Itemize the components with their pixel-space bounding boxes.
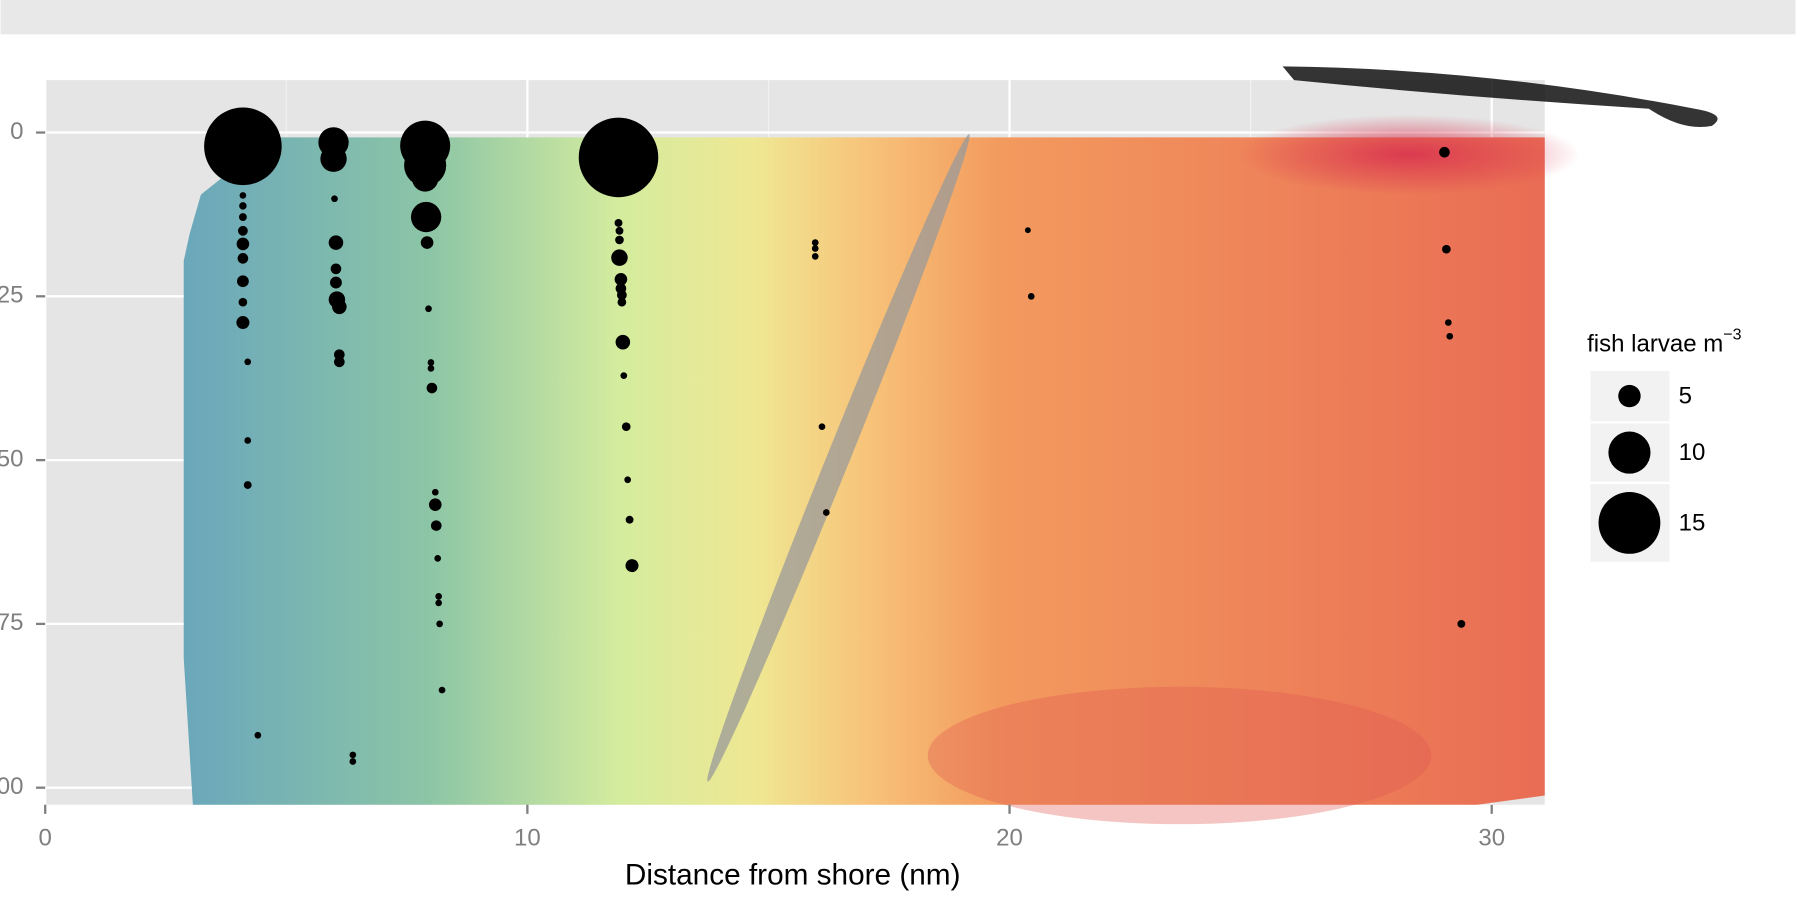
bubble — [239, 298, 248, 307]
chart: Distance from shore (nm) fish larvae m−3… — [0, 0, 1796, 894]
bubble — [349, 758, 356, 765]
heatmap-spot — [928, 687, 1432, 824]
bubble — [1028, 293, 1035, 300]
x-tick-label: 30 — [1478, 824, 1505, 851]
bubble — [431, 520, 442, 531]
bubble — [204, 108, 282, 186]
bubble — [331, 195, 338, 202]
bubble — [412, 165, 438, 191]
y-tick-label: 25 — [0, 282, 23, 309]
bubble — [1442, 245, 1451, 254]
bubble — [616, 227, 624, 235]
bubble — [615, 219, 623, 227]
bubble — [238, 226, 248, 236]
legend-title-sup: −3 — [1723, 326, 1741, 344]
bubble — [615, 236, 624, 245]
bubble — [349, 752, 356, 759]
bubble — [620, 372, 627, 379]
legend-title: fish larvae m−3 — [1587, 326, 1741, 358]
bubble — [239, 202, 246, 209]
x-axis-title: Distance from shore (nm) — [625, 859, 961, 892]
bubble — [237, 275, 249, 287]
page: Distance from shore (nm) fish larvae m−3… — [0, 0, 1796, 894]
bubble — [823, 509, 830, 516]
bubble — [435, 600, 442, 607]
bubble — [432, 489, 439, 496]
bubble — [428, 359, 435, 366]
bubble — [626, 559, 639, 572]
bubble — [439, 687, 446, 694]
bubble — [611, 249, 628, 266]
legend-symbol — [1608, 432, 1650, 474]
bubble — [238, 253, 249, 264]
bubble — [812, 239, 819, 246]
x-tick-label: 20 — [996, 824, 1023, 851]
bubble — [1439, 147, 1450, 158]
bubble — [244, 358, 251, 365]
bubble — [421, 236, 434, 249]
bubble — [236, 316, 249, 329]
bubble — [429, 498, 442, 511]
x-tick-label: 10 — [514, 824, 541, 851]
legend-symbol — [1618, 385, 1640, 407]
bubble — [626, 516, 634, 524]
legend-symbol — [1599, 492, 1661, 554]
bubble — [436, 621, 443, 628]
y-tick-label: 75 — [0, 609, 23, 636]
bubble — [239, 213, 247, 221]
bubble — [411, 202, 441, 232]
bubble — [244, 437, 251, 444]
bubble — [1457, 620, 1465, 628]
bubble — [812, 245, 819, 252]
bubble — [334, 357, 345, 368]
bubble — [618, 298, 627, 307]
y-tick-label: 0 — [10, 118, 23, 145]
bubble — [428, 365, 435, 372]
bubble — [329, 235, 344, 250]
bubble — [331, 263, 342, 274]
legend-label: 5 — [1679, 383, 1692, 410]
bubble — [332, 300, 347, 315]
x-tick-label: 0 — [39, 824, 52, 851]
bubble — [330, 277, 342, 289]
bubble — [579, 118, 659, 198]
legend-title-main: fish larvae m — [1587, 331, 1723, 358]
bubble — [435, 593, 442, 600]
y-tick-label: 100 — [0, 773, 23, 800]
y-tick-label: 50 — [0, 445, 23, 472]
heatmap-spot — [1237, 114, 1580, 194]
bubble — [1446, 333, 1453, 340]
bubble — [622, 422, 631, 431]
bubble — [812, 253, 819, 260]
bubble — [320, 146, 346, 172]
bubble — [616, 335, 631, 350]
bubble — [1025, 227, 1031, 233]
bubble — [255, 732, 262, 739]
bubble — [244, 481, 252, 489]
legend: 5 10 15 — [1591, 371, 1706, 562]
bubble — [237, 238, 250, 251]
bubble — [240, 192, 247, 199]
bubble — [427, 383, 438, 394]
bubble — [425, 305, 432, 312]
top-bar — [1, 0, 1796, 34]
bubble — [819, 423, 826, 430]
legend-label: 15 — [1679, 509, 1706, 536]
bubble — [1445, 319, 1452, 326]
bubble — [434, 555, 441, 562]
bubble — [624, 476, 631, 483]
legend-label: 10 — [1679, 439, 1706, 466]
